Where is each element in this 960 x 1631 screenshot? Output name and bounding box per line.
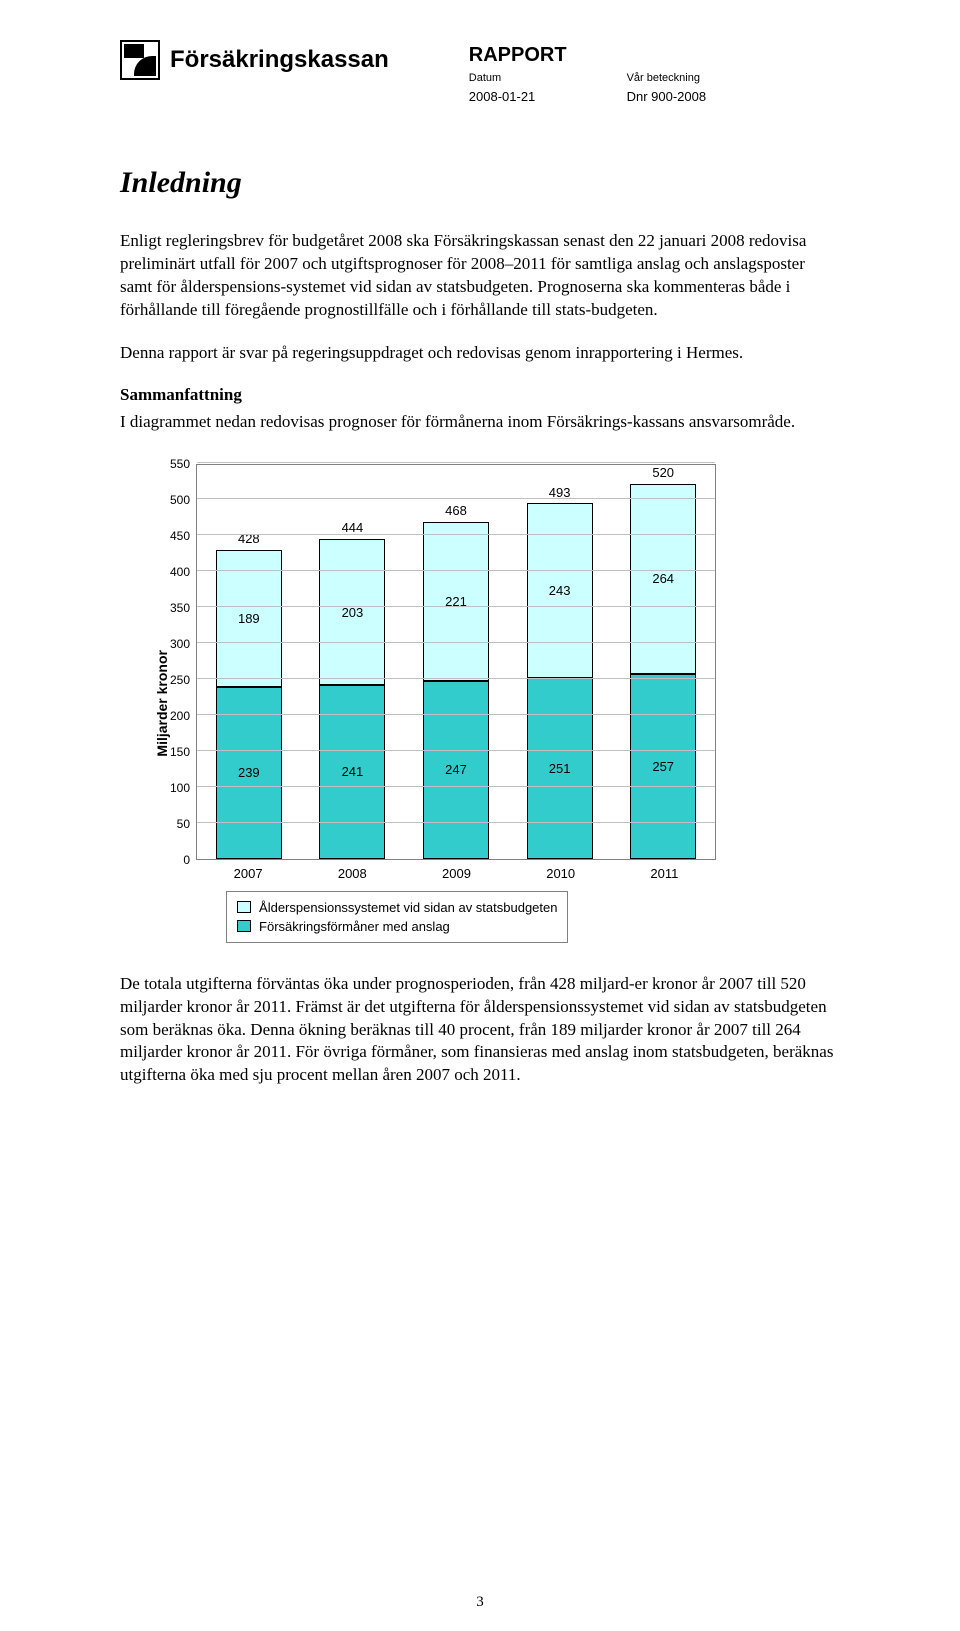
bar-segment-bottom: 239 xyxy=(216,687,282,859)
legend-item-bottom: Försäkringsförmåner med anslag xyxy=(237,917,557,936)
x-tick: 2008 xyxy=(338,866,367,881)
gridline xyxy=(197,714,715,715)
letterhead: Försäkringskassan RAPPORT Datum 2008-01-… xyxy=(120,40,840,106)
ref-value: Dnr 900-2008 xyxy=(627,87,707,107)
legend-label-top: Ålderspensionssystemet vid sidan av stat… xyxy=(259,900,557,915)
bar-segment-top: 243 xyxy=(527,503,593,678)
meta-col-right: Vår beteckning Dnr 900-2008 xyxy=(627,40,707,106)
expenditure-chart: Miljarder kronor 05010015020025030035040… xyxy=(150,464,840,943)
ref-label: Vår beteckning xyxy=(627,70,707,87)
date-value: 2008-01-21 xyxy=(469,87,567,107)
summary-heading: Sammanfattning xyxy=(120,385,840,405)
gridline xyxy=(197,642,715,643)
page-title: Inledning xyxy=(120,166,840,200)
bar: 493243251 xyxy=(527,503,593,859)
bar-segment-top: 189 xyxy=(216,550,282,686)
document-page: Försäkringskassan RAPPORT Datum 2008-01-… xyxy=(0,0,960,1631)
bar-segment-top: 203 xyxy=(319,539,385,685)
meta-col-left: RAPPORT Datum 2008-01-21 xyxy=(469,40,567,106)
paragraph-3: I diagrammet nedan redovisas prognoser f… xyxy=(120,411,840,434)
bar-segment-bottom: 247 xyxy=(423,681,489,859)
legend-label-bottom: Försäkringsförmåner med anslag xyxy=(259,919,450,934)
paragraph-4: De totala utgifterna förväntas öka under… xyxy=(120,973,840,1088)
gridline xyxy=(197,750,715,751)
logo-mark-icon xyxy=(120,40,160,80)
bar-total-label: 520 xyxy=(652,465,674,480)
bar-segment-bottom: 257 xyxy=(630,674,696,859)
page-number: 3 xyxy=(476,1594,484,1611)
bar: 468221247 xyxy=(423,522,489,859)
gridline xyxy=(197,606,715,607)
legend-swatch-bottom-icon xyxy=(237,920,251,932)
x-tick: 2009 xyxy=(442,866,471,881)
org-name: Försäkringskassan xyxy=(170,46,389,74)
gridline xyxy=(197,822,715,823)
bar-total-label: 468 xyxy=(445,503,467,518)
bar-segment-top: 221 xyxy=(423,522,489,681)
bar: 428189239 xyxy=(216,550,282,858)
bar-segment-bottom: 241 xyxy=(319,685,385,859)
date-label: Datum xyxy=(469,70,567,87)
plot-wrap: 4281892394442032414682212474932432515202… xyxy=(196,464,716,943)
gridline xyxy=(197,498,715,499)
bar: 444203241 xyxy=(319,539,385,859)
x-tick: 2007 xyxy=(234,866,263,881)
x-tick: 2011 xyxy=(650,866,678,881)
legend-swatch-top-icon xyxy=(237,901,251,913)
legend-item-top: Ålderspensionssystemet vid sidan av stat… xyxy=(237,898,557,917)
doc-meta: RAPPORT Datum 2008-01-21 Vår beteckning … xyxy=(469,40,706,106)
paragraph-2: Denna rapport är svar på regeringsuppdra… xyxy=(120,342,840,365)
x-axis-labels: 2007 2008 2009 2010 2011 xyxy=(196,866,716,881)
gridline xyxy=(197,462,715,463)
doc-type: RAPPORT xyxy=(469,40,567,70)
chart-legend: Ålderspensionssystemet vid sidan av stat… xyxy=(226,891,568,943)
gridline xyxy=(197,786,715,787)
org-logo: Försäkringskassan xyxy=(120,40,389,80)
bar-segment-top: 264 xyxy=(630,484,696,674)
bar: 520264257 xyxy=(630,484,696,859)
y-axis-label: Miljarder kronor xyxy=(150,650,170,757)
bar-segment-bottom: 251 xyxy=(527,678,593,859)
gridline xyxy=(197,570,715,571)
bars-container: 4281892394442032414682212474932432515202… xyxy=(197,465,715,859)
plot-area: 4281892394442032414682212474932432515202… xyxy=(196,464,716,860)
chart-frame: Miljarder kronor 05010015020025030035040… xyxy=(150,464,840,943)
paragraph-1: Enligt regleringsbrev för budgetåret 200… xyxy=(120,230,840,322)
gridline xyxy=(197,678,715,679)
y-axis-ticks: 050100150200250300350400450500550 xyxy=(170,464,196,860)
gridline xyxy=(197,534,715,535)
x-tick: 2010 xyxy=(546,866,575,881)
